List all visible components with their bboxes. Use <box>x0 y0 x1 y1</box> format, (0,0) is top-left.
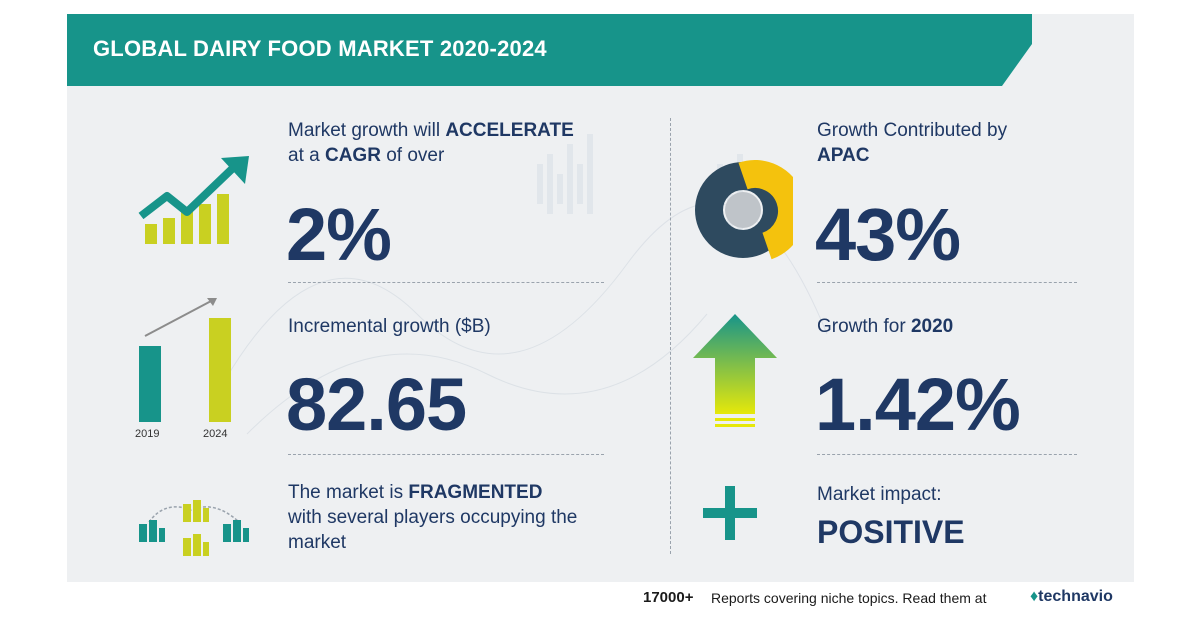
technavio-logo[interactable]: ♦technavio <box>1030 588 1113 606</box>
cagr-line1-pre: Market growth will <box>288 120 446 141</box>
growth2020-label-pre: Growth for <box>817 316 911 337</box>
center-divider <box>670 118 671 554</box>
fragmented-line1-pre: The market is <box>288 482 409 503</box>
cagr-line2-bold: CAGR <box>324 145 381 166</box>
incremental-label: Incremental growth ($B) <box>288 316 491 337</box>
brand-name: technavio <box>1038 588 1113 605</box>
header-banner <box>67 14 1032 86</box>
impact-value: POSITIVE <box>817 514 965 550</box>
divider-right-2 <box>817 454 1077 455</box>
fragmented-line3: market <box>288 532 347 553</box>
cagr-value: 2% <box>286 193 392 276</box>
divider-left-1 <box>288 282 604 283</box>
fragmented-text: The market is FRAGMENTED with several pl… <box>288 480 577 555</box>
cagr-line2-pre: at a <box>288 145 325 166</box>
growth2020-label-bold: 2020 <box>910 316 954 337</box>
divider-left-2 <box>288 454 604 455</box>
footer-bar: 17000+ Reports covering niche topics. Re… <box>67 582 1134 615</box>
cagr-text: Market growth will ACCELERATE at a CAGR … <box>288 118 574 168</box>
incremental-value: 82.65 <box>286 363 467 446</box>
apac-text: Growth Contributed by APAC <box>817 118 1007 168</box>
trend-up-arrow-icon <box>138 156 249 244</box>
technavio-mark-icon: ♦ <box>1030 588 1039 605</box>
bar-label-2024: 2024 <box>203 428 228 440</box>
fragmented-line2: with several players occupying the <box>288 507 578 528</box>
bar-comparison-icon <box>139 298 231 422</box>
donut-chart-icon <box>695 160 793 260</box>
growth2020-value: 1.42% <box>815 363 1021 446</box>
footer-text: Reports covering niche topics. Read them… <box>711 590 987 606</box>
impact-label: Market impact: <box>817 484 942 505</box>
page-title: GLOBAL DAIRY FOOD MARKET 2020-2024 <box>93 36 547 61</box>
fragmented-line1-bold: FRAGMENTED <box>408 482 543 503</box>
growth2020-text: Growth for 2020 <box>817 314 953 339</box>
bar-label-2019: 2019 <box>135 428 160 440</box>
plus-icon <box>703 486 757 540</box>
apac-line2: APAC <box>817 145 870 166</box>
apac-value: 43% <box>815 193 961 276</box>
footer-count: 17000+ <box>643 589 694 606</box>
infographic-card: GLOBAL DAIRY FOOD MARKET 2020-2024 Marke… <box>67 14 1134 615</box>
up-arrow-icon <box>693 314 777 427</box>
divider-right-1 <box>817 282 1077 283</box>
apac-line1: Growth Contributed by <box>817 120 1008 141</box>
cagr-line1-bold: ACCELERATE <box>445 120 574 141</box>
building-network-icon <box>139 500 249 556</box>
cagr-line2-post: of over <box>380 145 445 166</box>
